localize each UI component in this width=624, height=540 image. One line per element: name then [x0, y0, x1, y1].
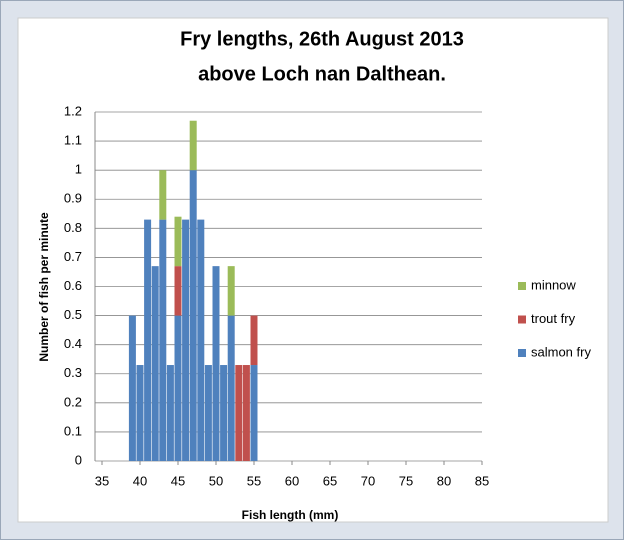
- bar: [151, 266, 159, 461]
- legend-swatch: [518, 315, 526, 324]
- legend-swatch: [518, 349, 526, 357]
- x-tick-label: 55: [247, 473, 261, 488]
- y-tick-label: 0.6: [64, 278, 82, 293]
- legend-label: salmon fry: [531, 344, 591, 359]
- y-tick-label: 1: [75, 162, 82, 177]
- bar: [182, 219, 190, 461]
- bar: [174, 266, 182, 316]
- y-tick-label: 0.5: [64, 307, 82, 322]
- x-axis-label: Fish length (mm): [242, 508, 339, 522]
- x-tick-label: 80: [437, 473, 451, 488]
- bar: [144, 219, 152, 461]
- bar: [174, 216, 182, 267]
- y-tick-label: 1.1: [64, 133, 82, 148]
- x-tick-label: 75: [399, 473, 413, 488]
- bar: [204, 365, 212, 461]
- y-tick-label: 0.8: [64, 220, 82, 235]
- y-tick-label: 0.3: [64, 365, 82, 380]
- legend-label: trout fry: [531, 311, 576, 326]
- x-tick-label: 40: [133, 473, 147, 488]
- bar: [159, 219, 167, 461]
- x-tick-label: 45: [171, 473, 185, 488]
- x-tick-label: 50: [209, 473, 223, 488]
- bar: [197, 219, 205, 461]
- bar: [242, 365, 250, 461]
- bar: [189, 170, 197, 461]
- bar: [159, 170, 167, 220]
- y-tick-label: 0.7: [64, 249, 82, 264]
- chart-title: above Loch nan Dalthean.: [198, 63, 446, 85]
- bar: [136, 365, 144, 461]
- chart-area: [17, 17, 609, 523]
- bar: [227, 315, 235, 461]
- legend-swatch: [518, 282, 526, 290]
- y-tick-label: 0.9: [64, 191, 82, 206]
- bar: [128, 315, 136, 461]
- x-tick-label: 70: [361, 473, 375, 488]
- bar: [250, 315, 258, 366]
- x-tick-label: 65: [323, 473, 337, 488]
- bar: [227, 266, 235, 316]
- chart-title: Fry lengths, 26th August 2013: [180, 28, 464, 50]
- bar: [212, 266, 220, 461]
- y-tick-label: 0.2: [64, 394, 82, 409]
- bar: [166, 365, 174, 461]
- y-tick-label: 0: [75, 452, 82, 467]
- x-tick-label: 35: [95, 473, 109, 488]
- bar: [189, 120, 197, 171]
- y-tick-label: 1.2: [64, 103, 82, 118]
- legend-label: minnow: [531, 277, 576, 292]
- x-tick-label: 85: [475, 473, 489, 488]
- y-tick-label: 0.4: [64, 336, 82, 351]
- bar: [235, 365, 243, 461]
- bar: [220, 365, 228, 461]
- bar: [174, 315, 182, 461]
- bar: [250, 365, 258, 461]
- y-tick-label: 0.1: [64, 423, 82, 438]
- y-axis-label: Number of fish per minute: [37, 212, 51, 362]
- x-tick-label: 60: [285, 473, 299, 488]
